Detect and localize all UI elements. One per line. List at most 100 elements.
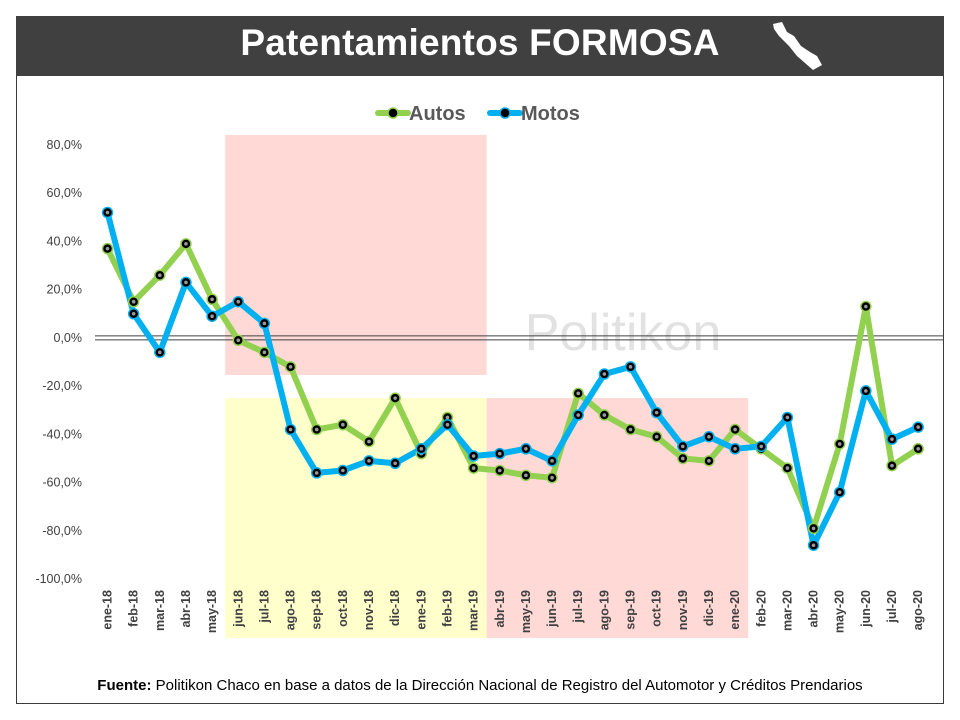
data-point-motos — [415, 443, 428, 455]
x-tick-label: jun-18 — [231, 590, 245, 628]
data-point-motos — [677, 440, 689, 453]
x-tick-label: may-18 — [205, 590, 219, 633]
data-point-autos — [677, 452, 689, 465]
data-point-autos — [206, 293, 218, 306]
legend-marker — [387, 107, 399, 119]
y-tick-label: -60,0% — [42, 476, 82, 490]
y-tick-label: 20,0% — [47, 283, 82, 297]
data-point-motos — [363, 455, 375, 467]
shaded-period-1 — [225, 135, 487, 375]
data-point-autos — [127, 295, 140, 308]
data-point-autos — [180, 238, 192, 250]
legend-item-autos: Autos — [375, 103, 466, 125]
data-point-autos — [389, 392, 401, 404]
shaded-period-2 — [225, 398, 487, 638]
x-tick-label: ene-18 — [101, 590, 115, 630]
x-tick-label: abr-18 — [179, 590, 193, 628]
data-point-autos — [912, 443, 924, 455]
data-point-autos — [232, 334, 244, 347]
x-tick-label: nov-19 — [676, 590, 690, 630]
data-point-motos — [310, 467, 323, 479]
watermark: Politikon — [525, 304, 722, 362]
x-tick-label: feb-19 — [440, 590, 454, 627]
x-tick-label: feb-20 — [754, 590, 768, 627]
chart-title: Patentamientos FORMOSA — [240, 22, 720, 63]
x-tick-label: jul-20 — [885, 590, 899, 624]
x-tick-label: mar-20 — [780, 590, 794, 631]
y-axis: 80,0% 60,0% 40,0% 20,0% 0,0% -20,0% -40,0% -60,… — [35, 138, 82, 586]
data-point-motos — [546, 455, 558, 467]
data-point-motos — [833, 486, 846, 498]
data-point-motos — [520, 443, 532, 455]
data-point-autos — [363, 435, 375, 448]
zero-line — [95, 335, 944, 341]
data-point-motos — [441, 418, 454, 431]
x-axis: ene-18 feb-18 mar-18 abr-18 may-18 jun-18 jul-… — [101, 590, 926, 633]
legend-item-motos: Motos — [487, 103, 580, 125]
x-tick-label: may-20 — [833, 590, 847, 633]
data-point-autos — [886, 459, 898, 472]
data-point-autos — [650, 430, 663, 443]
legend-label: Motos — [521, 103, 580, 125]
y-tick-label: 40,0% — [47, 234, 82, 248]
formosa-map-icon — [773, 22, 822, 70]
series-lines — [101, 206, 924, 551]
data-point-motos — [755, 440, 767, 453]
data-point-motos — [389, 457, 401, 470]
legend-label: Autos — [409, 103, 466, 125]
data-point-motos — [337, 464, 349, 477]
data-point-motos — [154, 346, 166, 359]
legend: Autos Motos — [375, 103, 580, 125]
source-text: Politikon Chaco en base a datos de la Di… — [151, 677, 863, 694]
data-point-autos — [598, 409, 611, 421]
data-point-autos — [154, 269, 166, 281]
data-point-autos — [494, 464, 506, 477]
data-point-motos — [101, 206, 114, 219]
data-point-motos — [467, 450, 480, 462]
x-tick-label: ago-18 — [284, 590, 298, 630]
data-point-motos — [284, 423, 297, 436]
x-tick-label: jul-18 — [257, 590, 271, 624]
source-label: Fuente: — [97, 677, 152, 694]
x-tick-label: nov-18 — [362, 590, 376, 630]
data-point-motos — [860, 385, 872, 397]
data-point-autos — [703, 455, 715, 467]
y-tick-label: -40,0% — [42, 427, 82, 441]
y-tick-label: 0,0% — [54, 331, 83, 345]
data-point-motos — [624, 361, 637, 373]
y-tick-label: -80,0% — [42, 524, 82, 538]
data-point-autos — [572, 387, 584, 400]
x-tick-label: ene-20 — [728, 590, 742, 630]
x-tick-label: dic-18 — [388, 590, 402, 626]
data-point-motos — [781, 411, 794, 424]
data-point-autos — [337, 418, 349, 431]
x-tick-label: sep-18 — [310, 590, 324, 630]
legend-marker — [499, 107, 511, 119]
x-tick-label: ene-19 — [414, 590, 428, 630]
x-tick-label: dic-19 — [702, 590, 716, 626]
x-tick-label: mar-19 — [467, 590, 481, 631]
x-tick-label: ago-20 — [911, 590, 925, 630]
data-point-motos — [206, 310, 218, 322]
x-tick-label: oct-19 — [650, 590, 664, 627]
data-point-motos — [729, 443, 741, 455]
data-point-autos — [729, 423, 741, 436]
data-point-motos — [258, 317, 271, 330]
data-point-autos — [860, 300, 872, 313]
x-tick-label: sep-19 — [624, 590, 638, 630]
data-point-autos — [467, 462, 480, 474]
data-point-autos — [310, 423, 323, 436]
data-point-autos — [520, 469, 532, 482]
x-tick-label: may-19 — [519, 590, 533, 633]
x-tick-label: oct-18 — [336, 590, 350, 627]
x-tick-label: feb-18 — [127, 590, 141, 627]
x-tick-label: mar-18 — [153, 590, 167, 631]
x-tick-label: abr-19 — [493, 590, 507, 628]
data-point-motos — [494, 447, 506, 460]
y-tick-label: -20,0% — [42, 379, 82, 393]
x-tick-label: jun-19 — [545, 590, 559, 628]
data-point-motos — [650, 406, 663, 419]
source-footer: Fuente: Politikon Chaco en base a datos … — [0, 677, 960, 694]
x-tick-label: ago-19 — [597, 590, 611, 630]
y-tick-label: 80,0% — [47, 138, 82, 152]
